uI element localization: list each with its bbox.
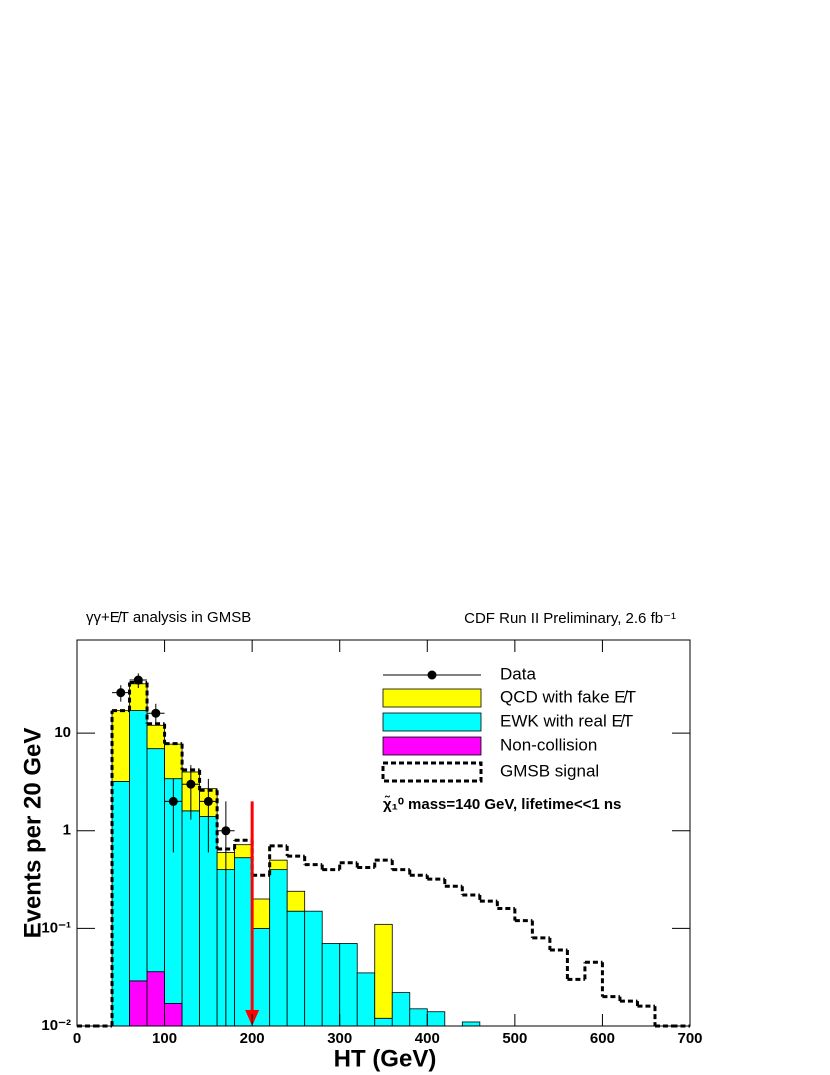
histogram-bar	[129, 710, 148, 982]
histogram-bar	[146, 971, 165, 1027]
histogram-bar	[146, 748, 165, 973]
legend-marker	[382, 736, 482, 756]
legend-label: Non-collision	[500, 735, 597, 754]
y-tick-label: 10⁻¹	[41, 919, 71, 936]
data-point	[133, 675, 143, 685]
data-point	[168, 796, 178, 806]
histogram-bar	[391, 992, 411, 1027]
x-tick-label: 100	[152, 1030, 177, 1047]
histogram-bar	[374, 1017, 393, 1027]
histogram-bar	[321, 943, 341, 1027]
histogram-bar	[409, 1008, 428, 1027]
histogram-bar	[181, 810, 200, 1027]
x-axis-title: HT (GeV)	[334, 1045, 437, 1072]
legend-marker	[382, 688, 482, 708]
data-point	[221, 826, 231, 836]
histogram-bar	[234, 844, 253, 859]
x-tick-label: 200	[240, 1030, 265, 1047]
histogram-bar	[339, 943, 358, 1027]
data-point	[186, 779, 196, 789]
x-tick-label: 0	[73, 1030, 81, 1047]
y-tick-label: 1	[63, 822, 71, 839]
histogram-bar	[374, 923, 393, 1019]
histogram-bar	[146, 724, 165, 750]
legend-label: QCD with fake E̸T	[500, 687, 636, 706]
y-tick-label: 10⁻²	[41, 1017, 71, 1034]
x-tick-label: 300	[327, 1030, 352, 1047]
histogram-bar	[234, 857, 253, 1027]
legend-marker	[382, 712, 482, 732]
data-point	[151, 708, 161, 718]
histogram-bar	[111, 710, 130, 782]
title-right: CDF Run II Preliminary, 2.6 fb⁻¹	[464, 610, 676, 627]
histogram-bar	[111, 781, 130, 1027]
x-tick-label: 500	[502, 1030, 527, 1047]
histogram-bar	[286, 890, 306, 912]
histogram-bar	[251, 898, 271, 929]
plot-frame	[76, 639, 691, 1027]
y-tick-label: 10	[54, 724, 71, 741]
y-axis-title: Events per 20 GeV	[19, 728, 46, 939]
histogram-bar	[269, 859, 288, 871]
histogram-bar	[304, 910, 323, 1027]
x-tick-label: 400	[415, 1030, 440, 1047]
legend-label: Data	[500, 664, 536, 683]
annotation: χ̃₁⁰ mass=140 GeV, lifetime<<1 ns	[383, 795, 621, 813]
histogram-bar	[269, 869, 288, 1027]
legend-label: GMSB signal	[500, 761, 599, 780]
histogram-bar	[461, 1021, 481, 1027]
histogram-bar	[426, 1011, 446, 1027]
x-tick-label: 600	[590, 1030, 615, 1047]
title-left: γγ+E̸T analysis in GMSB	[86, 609, 251, 626]
histogram-bar	[286, 910, 306, 1027]
histogram-bar	[356, 972, 376, 1027]
data-point	[203, 796, 213, 806]
histogram-bar	[164, 1003, 183, 1027]
histogram-bar	[129, 980, 148, 1027]
x-tick-label: 700	[677, 1030, 702, 1047]
histogram-bar	[164, 743, 183, 780]
legend-label: EWK with real E̸T	[500, 711, 633, 730]
legend-marker	[427, 670, 437, 680]
data-point	[116, 688, 126, 698]
legend-marker	[381, 761, 483, 783]
